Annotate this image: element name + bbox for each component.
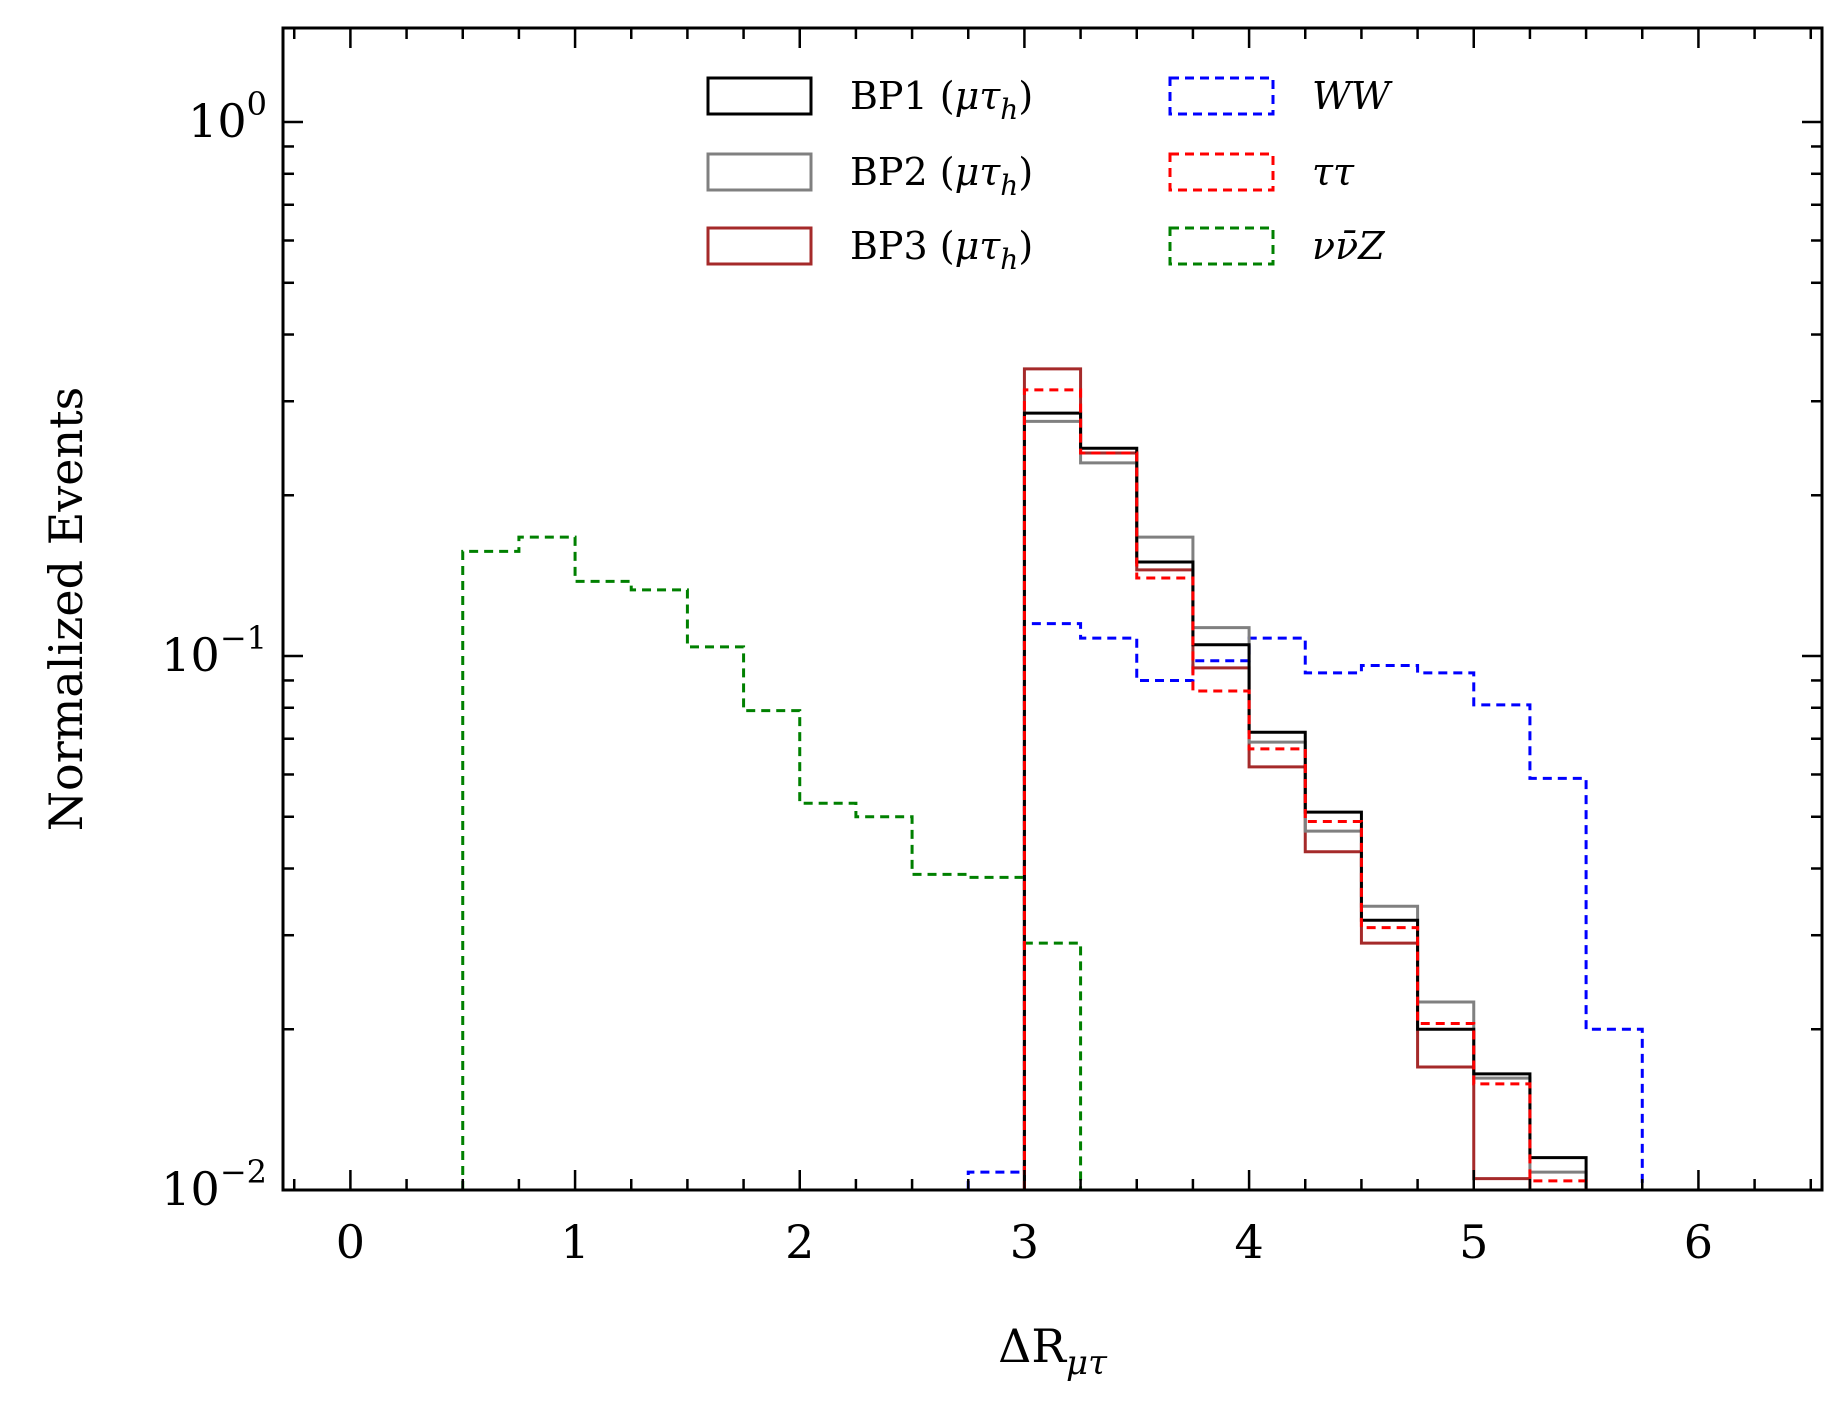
legend-label-ww: WW [1312, 74, 1393, 118]
y-tick-exponent: 0 [247, 85, 267, 123]
y-tick-base: 10 [161, 1162, 220, 1216]
x-tick-label: 0 [336, 1215, 365, 1269]
series-layer [461, 367, 1699, 1192]
legend-label-bp3: BP3 (μτh) [850, 224, 1033, 276]
legend-swatch-bp3 [706, 226, 813, 266]
x-tick-label: 2 [785, 1215, 814, 1269]
legend-swatch-nunuz [1168, 226, 1275, 266]
legend-label-tautau: ττ [1312, 150, 1355, 194]
x-axis-title-sub: μτ [1066, 1343, 1108, 1383]
y-tick-label: 100 [188, 85, 267, 148]
y-tick-exponent: −2 [220, 1153, 267, 1191]
legend-label-nunuz: νν̄Z [1312, 224, 1385, 268]
legend: BP1 (μτh) BP2 (μτh) BP3 (μτh) WW ττ νν̄Z [706, 74, 1393, 276]
y-tick-label: 10−1 [161, 619, 267, 682]
series-ww-line [966, 622, 1699, 1192]
series-tautau-line [1022, 388, 1588, 1190]
legend-label-bp1: BP1 (μτh) [850, 74, 1033, 126]
legend-swatch-tautau [1168, 152, 1275, 192]
y-axis-title: Normalized Events [39, 387, 93, 831]
series-nunuz-line [461, 535, 1083, 1190]
y-tick-exponent: −1 [220, 619, 267, 657]
x-tick-label: 3 [1010, 1215, 1039, 1269]
legend-swatch-ww [1168, 76, 1275, 116]
x-tick-label: 4 [1234, 1215, 1263, 1269]
y-tick-base: 10 [161, 628, 220, 682]
plot-frame [281, 26, 1824, 1192]
legend-label-bp2: BP2 (μτh) [850, 150, 1033, 202]
y-tick-base: 10 [188, 94, 247, 148]
legend-swatch-bp2 [706, 152, 813, 192]
x-tick-label: 5 [1459, 1215, 1488, 1269]
y-tick-label: 10−2 [161, 1153, 267, 1216]
x-tick-label: 6 [1684, 1215, 1713, 1269]
legend-swatch-bp1 [706, 76, 813, 116]
x-axis-title-main: ΔR [998, 1319, 1067, 1373]
x-axis-title: ΔRμτ [998, 1319, 1108, 1383]
x-tick-label: 1 [560, 1215, 589, 1269]
